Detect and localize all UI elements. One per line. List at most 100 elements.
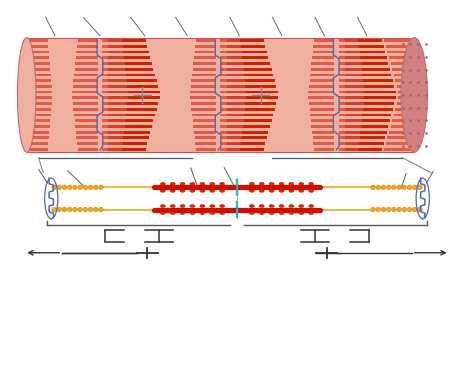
FancyBboxPatch shape: [313, 142, 334, 145]
FancyBboxPatch shape: [109, 39, 146, 42]
FancyBboxPatch shape: [338, 142, 359, 145]
FancyBboxPatch shape: [398, 96, 411, 99]
FancyBboxPatch shape: [227, 51, 267, 53]
FancyBboxPatch shape: [109, 119, 154, 122]
FancyBboxPatch shape: [386, 45, 411, 48]
Ellipse shape: [83, 207, 88, 212]
FancyBboxPatch shape: [109, 85, 158, 88]
FancyBboxPatch shape: [227, 108, 275, 111]
FancyBboxPatch shape: [191, 108, 216, 111]
Ellipse shape: [219, 204, 225, 208]
FancyBboxPatch shape: [345, 45, 383, 48]
FancyBboxPatch shape: [338, 137, 360, 139]
FancyBboxPatch shape: [109, 79, 156, 82]
Ellipse shape: [73, 207, 77, 212]
Ellipse shape: [170, 189, 175, 193]
Ellipse shape: [309, 189, 314, 193]
FancyBboxPatch shape: [387, 51, 411, 53]
FancyBboxPatch shape: [73, 108, 98, 111]
FancyBboxPatch shape: [338, 39, 358, 42]
FancyBboxPatch shape: [338, 148, 358, 151]
FancyBboxPatch shape: [192, 119, 216, 122]
Ellipse shape: [236, 181, 238, 184]
Ellipse shape: [412, 185, 417, 190]
FancyBboxPatch shape: [392, 119, 411, 122]
FancyBboxPatch shape: [345, 73, 392, 76]
Ellipse shape: [299, 204, 304, 208]
Ellipse shape: [52, 207, 56, 212]
Ellipse shape: [299, 182, 304, 186]
Ellipse shape: [392, 185, 396, 190]
FancyBboxPatch shape: [72, 96, 98, 99]
Ellipse shape: [289, 189, 294, 193]
FancyBboxPatch shape: [109, 91, 160, 93]
FancyBboxPatch shape: [220, 62, 243, 65]
Ellipse shape: [180, 189, 185, 193]
Ellipse shape: [219, 182, 225, 186]
FancyBboxPatch shape: [227, 62, 270, 65]
FancyBboxPatch shape: [389, 56, 411, 59]
FancyBboxPatch shape: [28, 96, 52, 99]
FancyBboxPatch shape: [220, 114, 244, 116]
Ellipse shape: [289, 182, 294, 186]
Ellipse shape: [236, 189, 238, 191]
Ellipse shape: [269, 189, 274, 193]
FancyBboxPatch shape: [191, 102, 216, 105]
FancyBboxPatch shape: [338, 85, 364, 88]
FancyBboxPatch shape: [397, 85, 411, 88]
FancyBboxPatch shape: [345, 125, 388, 128]
FancyBboxPatch shape: [190, 91, 216, 93]
FancyBboxPatch shape: [194, 56, 216, 59]
FancyBboxPatch shape: [338, 102, 364, 105]
FancyBboxPatch shape: [345, 85, 394, 88]
FancyBboxPatch shape: [102, 96, 128, 99]
FancyBboxPatch shape: [345, 62, 388, 65]
FancyBboxPatch shape: [196, 39, 216, 42]
Ellipse shape: [279, 211, 284, 215]
FancyBboxPatch shape: [395, 108, 411, 111]
Ellipse shape: [236, 209, 238, 211]
FancyBboxPatch shape: [109, 45, 147, 48]
Ellipse shape: [180, 211, 185, 215]
Ellipse shape: [249, 189, 255, 193]
Ellipse shape: [210, 189, 215, 193]
FancyBboxPatch shape: [102, 131, 124, 134]
FancyBboxPatch shape: [220, 137, 242, 139]
Ellipse shape: [402, 207, 407, 212]
Ellipse shape: [210, 211, 215, 215]
Ellipse shape: [236, 201, 238, 203]
FancyBboxPatch shape: [102, 79, 127, 82]
FancyBboxPatch shape: [192, 114, 216, 116]
FancyBboxPatch shape: [308, 91, 334, 93]
Ellipse shape: [392, 207, 396, 212]
Ellipse shape: [200, 182, 205, 186]
Ellipse shape: [210, 182, 215, 186]
FancyBboxPatch shape: [102, 108, 127, 111]
FancyBboxPatch shape: [310, 73, 334, 76]
Ellipse shape: [236, 191, 238, 193]
FancyBboxPatch shape: [313, 137, 334, 139]
FancyBboxPatch shape: [308, 96, 334, 99]
Ellipse shape: [402, 185, 407, 190]
FancyBboxPatch shape: [227, 96, 278, 99]
Ellipse shape: [376, 185, 381, 190]
FancyBboxPatch shape: [28, 73, 51, 76]
Ellipse shape: [371, 207, 375, 212]
FancyBboxPatch shape: [338, 62, 361, 65]
FancyBboxPatch shape: [310, 114, 334, 116]
FancyBboxPatch shape: [102, 137, 123, 139]
Ellipse shape: [269, 204, 274, 208]
FancyBboxPatch shape: [338, 125, 361, 128]
FancyBboxPatch shape: [74, 73, 98, 76]
FancyBboxPatch shape: [338, 56, 360, 59]
FancyBboxPatch shape: [397, 102, 411, 105]
Ellipse shape: [386, 185, 391, 190]
FancyBboxPatch shape: [191, 85, 216, 88]
FancyBboxPatch shape: [220, 142, 241, 145]
FancyBboxPatch shape: [75, 125, 98, 128]
FancyBboxPatch shape: [28, 62, 50, 65]
Ellipse shape: [170, 182, 175, 186]
FancyBboxPatch shape: [313, 51, 334, 53]
FancyBboxPatch shape: [227, 56, 268, 59]
Ellipse shape: [236, 203, 238, 206]
